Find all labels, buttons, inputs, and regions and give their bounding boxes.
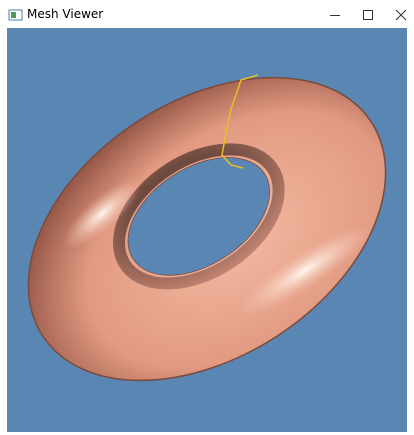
window-controls[interactable] — [330, 9, 407, 21]
app-icon — [8, 9, 23, 21]
maximize-button[interactable] — [363, 10, 373, 20]
close-button[interactable] — [395, 9, 407, 21]
seam-curve — [221, 74, 259, 169]
torus-hole — [128, 157, 270, 275]
window-title: Mesh Viewer — [27, 7, 104, 21]
title-bar: Mesh Viewer — [0, 0, 414, 28]
